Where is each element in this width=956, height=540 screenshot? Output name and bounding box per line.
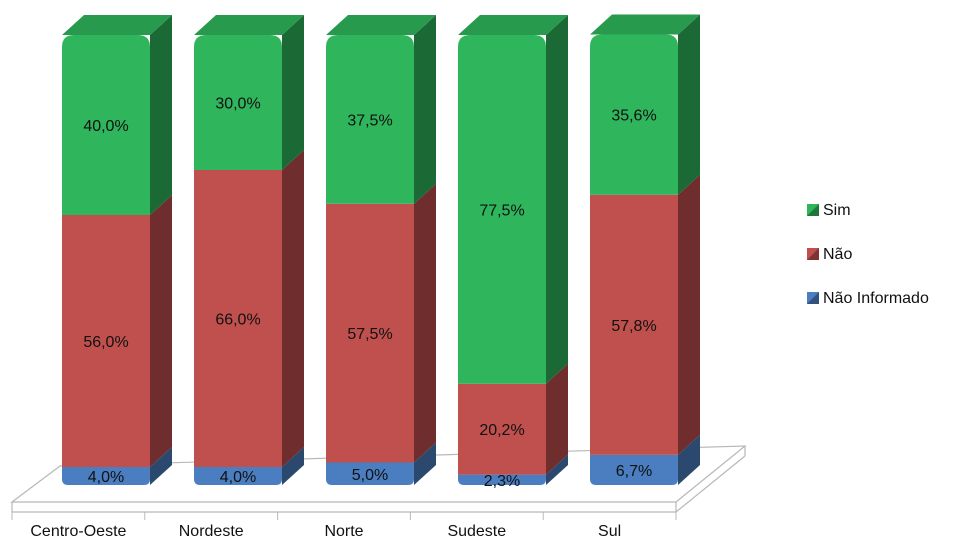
legend-swatch-shade xyxy=(807,248,819,260)
bar-segment xyxy=(194,15,304,170)
bar-segment xyxy=(590,14,700,195)
bar-segment xyxy=(62,447,172,485)
data-label: 66,0% xyxy=(215,312,260,329)
bar-side-face xyxy=(150,15,172,215)
bar-top-face xyxy=(194,15,304,35)
bar-side-face xyxy=(282,150,304,467)
data-label: 37,5% xyxy=(347,112,392,129)
data-label: 6,7% xyxy=(616,463,652,480)
legend: Sim Não Não Informado xyxy=(807,202,929,307)
bar-front-face xyxy=(62,35,150,215)
bar-side-face xyxy=(150,447,172,485)
bar-side-face xyxy=(414,442,436,485)
bar-segment xyxy=(326,15,436,204)
legend-label: Sim xyxy=(823,202,851,219)
category-label: Sudeste xyxy=(447,523,506,540)
bar-segment xyxy=(458,15,568,384)
category-label: Norte xyxy=(324,523,363,540)
data-label: 4,0% xyxy=(220,469,256,486)
bar-side-face xyxy=(546,15,568,384)
category-label: Nordeste xyxy=(179,523,244,540)
bar-front-face xyxy=(194,35,282,170)
legend-swatch-shade xyxy=(807,292,819,304)
data-label: 56,0% xyxy=(83,334,128,351)
bar-front-face xyxy=(590,194,678,455)
legend-label: Não Informado xyxy=(823,290,929,307)
bar-segment xyxy=(590,434,700,485)
bar-front-face xyxy=(326,462,414,485)
data-label: 40,0% xyxy=(83,118,128,135)
data-label: 57,8% xyxy=(611,318,656,335)
legend-item: Não Informado xyxy=(807,290,929,307)
bar-side-face xyxy=(546,454,568,485)
bar-top-face xyxy=(326,15,436,35)
bar-top-face xyxy=(62,15,172,35)
category-labels-group: Centro-Oeste Nordeste Norte Sudeste Sul xyxy=(30,523,621,540)
bar-side-face xyxy=(282,447,304,485)
floor-edge xyxy=(675,455,746,513)
bar-side-face xyxy=(678,14,700,195)
bar-side-face xyxy=(282,15,304,170)
legend-item: Sim xyxy=(807,202,851,219)
bar-front-face xyxy=(590,34,678,195)
data-label: 2,3% xyxy=(484,473,520,490)
bar-segment xyxy=(458,454,568,485)
bar-side-face xyxy=(546,363,568,475)
data-label: 5,0% xyxy=(352,467,388,484)
data-label: 20,2% xyxy=(479,422,524,439)
bar-side-face xyxy=(414,15,436,204)
legend-item: Não xyxy=(807,246,852,263)
bar-front-face xyxy=(326,203,414,463)
data-labels-group: 4,0% 56,0% 40,0% 4,0% 66,0% 30,0% 5,0% 57,5% 37,… xyxy=(83,96,656,490)
category-label: Sul xyxy=(598,523,621,540)
bar-top-face xyxy=(590,14,700,35)
bar-segment xyxy=(590,174,700,455)
bar-front-face xyxy=(326,35,414,204)
bar-segment xyxy=(458,363,568,475)
bar-segment xyxy=(194,150,304,467)
category-label: Centro-Oeste xyxy=(30,523,126,540)
bar-front-face xyxy=(590,454,678,485)
data-label: 30,0% xyxy=(215,96,260,113)
bar-segment xyxy=(194,447,304,485)
bar-side-face xyxy=(414,183,436,463)
data-label: 57,5% xyxy=(347,326,392,343)
bar-top-face xyxy=(458,15,568,35)
bar-side-face xyxy=(150,195,172,467)
bar-side-face xyxy=(678,434,700,485)
bar-front-face xyxy=(458,474,546,485)
legend-swatch-shade xyxy=(807,204,819,216)
bar-front-face xyxy=(62,215,150,467)
bar-side-face xyxy=(678,174,700,455)
bar-segment xyxy=(326,442,436,485)
bar-front-face xyxy=(194,467,282,485)
bar-front-face xyxy=(458,383,546,475)
data-label: 77,5% xyxy=(479,202,524,219)
data-label: 35,6% xyxy=(611,108,656,125)
bar-segment xyxy=(326,183,436,463)
legend-label: Não xyxy=(823,246,852,263)
bar-front-face xyxy=(458,35,546,384)
bars-group xyxy=(62,14,700,485)
bar-segment xyxy=(62,15,172,215)
bar-segment xyxy=(62,195,172,467)
data-label: 4,0% xyxy=(88,469,124,486)
bar-front-face xyxy=(62,467,150,485)
bar-front-face xyxy=(194,170,282,467)
